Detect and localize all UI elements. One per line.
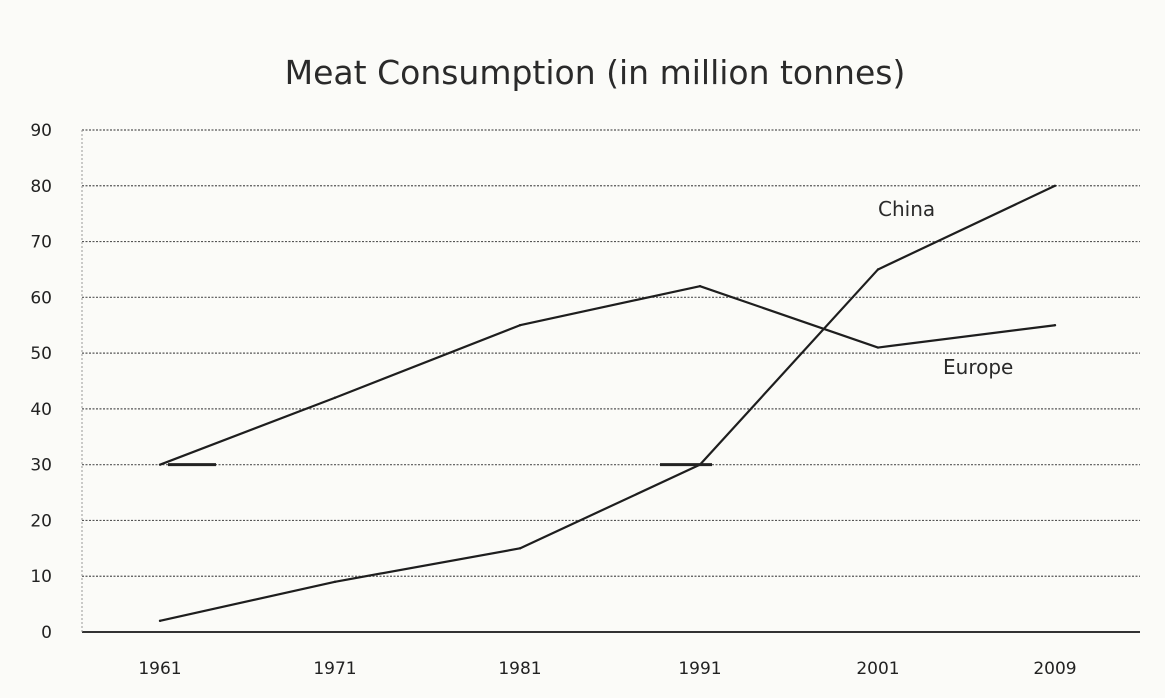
y-tick-label: 50	[30, 344, 52, 364]
y-tick-label: 60	[30, 288, 52, 308]
data-point-europe	[158, 463, 162, 466]
y-tick-label: 30	[30, 456, 52, 476]
series-line-china	[159, 184, 1056, 622]
y-tick-label: 80	[30, 177, 52, 197]
gridlines	[82, 129, 1140, 577]
series-label-europe: Europe	[943, 355, 1013, 379]
y-tick-label: 10	[30, 567, 52, 587]
x-tick-label: 2009	[1033, 659, 1076, 679]
series-line-europe	[159, 285, 1056, 466]
y-tick-label: 90	[30, 121, 52, 141]
data-point-europe	[1053, 324, 1057, 327]
data-point-europe	[333, 396, 337, 399]
series-labels: China Europe	[878, 197, 1013, 379]
y-axis-tick-labels: 0 10 20 30 40 50 60 70 80 90	[30, 121, 52, 643]
x-tick-label: 1981	[498, 659, 541, 679]
data-point-europe	[698, 284, 702, 288]
x-axis-tick-labels: 1961 1971 1981 1991 2001 2009	[138, 659, 1076, 679]
series-lines	[158, 184, 1057, 623]
data-point-europe	[518, 324, 522, 327]
data-point-china	[518, 547, 522, 550]
chart-title: Meat Consumption (in million tonnes)	[285, 53, 906, 92]
y-tick-label: 40	[30, 400, 52, 420]
y-tick-label: 70	[30, 233, 52, 253]
x-tick-label: 1991	[678, 659, 721, 679]
x-tick-label: 1961	[138, 659, 181, 679]
axes	[81, 130, 1140, 633]
data-point-china	[333, 580, 337, 583]
data-point-china	[1053, 184, 1057, 187]
data-point-europe	[876, 346, 880, 349]
data-point-china	[158, 619, 162, 623]
series-label-china: China	[878, 197, 935, 221]
data-point-china	[876, 268, 880, 271]
y-tick-label: 0	[41, 623, 52, 643]
y-tick-label: 20	[30, 511, 52, 531]
x-tick-label: 2001	[856, 659, 899, 679]
x-tick-label: 1971	[313, 659, 356, 679]
